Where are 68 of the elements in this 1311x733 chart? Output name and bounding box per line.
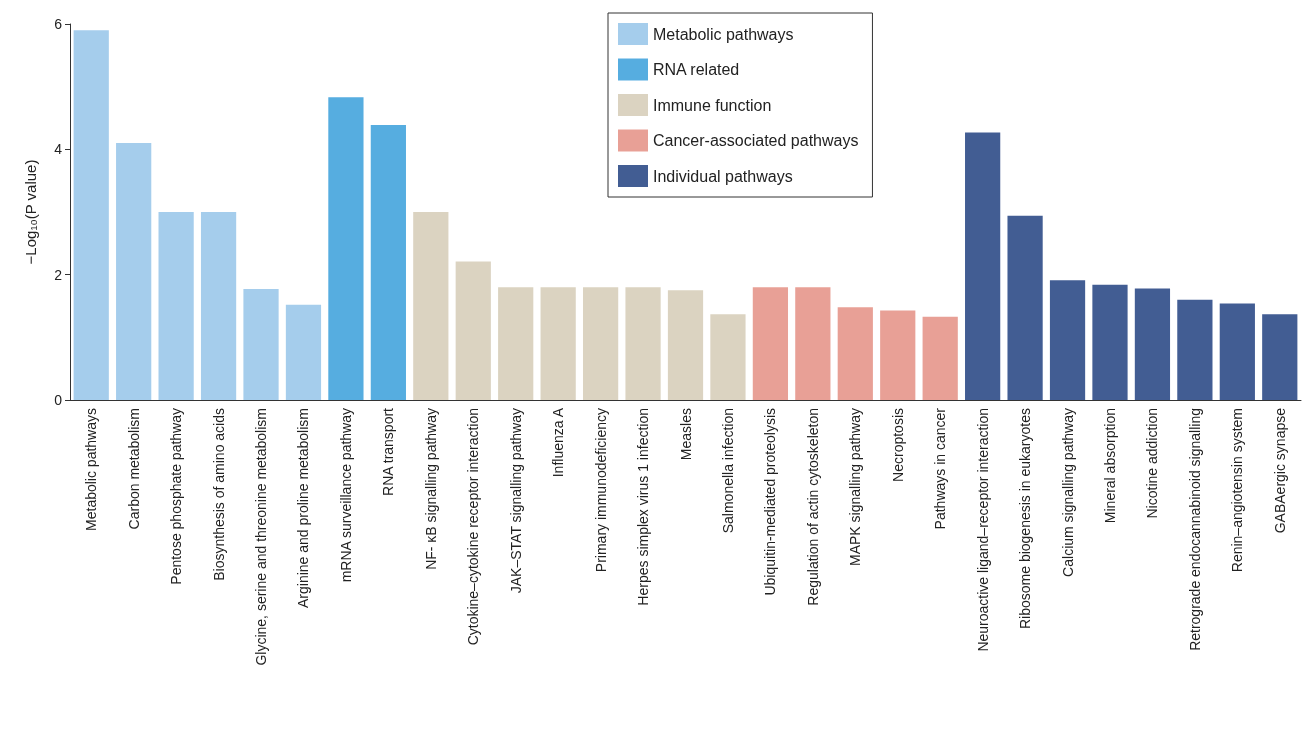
legend-label: Individual pathways xyxy=(653,167,793,185)
bar xyxy=(1007,215,1043,400)
x-tick-label: Measles xyxy=(677,408,694,461)
bar xyxy=(582,287,619,400)
y-axis-title: −Log₁₀(P value) xyxy=(22,159,39,265)
x-tick-label: Salmonella infection xyxy=(719,408,736,534)
bar xyxy=(795,287,831,400)
x-tick-label: Nicotine addiction xyxy=(1144,408,1161,519)
bar xyxy=(710,314,746,400)
bar xyxy=(73,30,109,400)
x-tick-label: Metabolic pathways xyxy=(83,408,100,531)
x-tick-label: Pathways in cancer xyxy=(932,407,949,530)
y-tick-label: 0 xyxy=(54,392,63,408)
x-tick-label: Mineral absorption xyxy=(1101,408,1118,524)
bar xyxy=(498,287,534,400)
bar xyxy=(158,212,194,400)
bar xyxy=(455,261,491,400)
x-tick-label: Necroptosis xyxy=(889,408,906,482)
bar xyxy=(1262,314,1298,400)
bar xyxy=(837,307,873,400)
legend-label: Metabolic pathways xyxy=(653,25,794,43)
y-tick-label: 2 xyxy=(54,266,63,283)
bar xyxy=(413,212,449,400)
bar xyxy=(1049,280,1086,400)
bar xyxy=(1134,288,1171,400)
legend-label: Immune function xyxy=(653,96,772,114)
bar xyxy=(1092,284,1128,400)
bar xyxy=(285,304,322,400)
x-tick-label: Primary immunodeficiency xyxy=(592,408,609,573)
x-tick-label: NF- κB signalling pathway xyxy=(422,408,439,570)
bar xyxy=(625,287,661,400)
x-tick-label: Glycine, serine and threonine metabolism xyxy=(253,408,270,666)
bar xyxy=(965,132,1001,400)
x-tick-label: Ribosome biogenesis in eukaryotes xyxy=(1017,408,1034,630)
x-tick-label: Renin–angiotensin system xyxy=(1229,408,1246,573)
x-tick-label: RNA transport xyxy=(380,407,397,496)
x-tick-label: Carbon metabolism xyxy=(125,408,142,530)
x-tick-label: MAPK signalling pathway xyxy=(847,408,864,566)
bar xyxy=(540,287,576,400)
x-tick-label: Influenza A xyxy=(550,407,567,478)
bar xyxy=(328,97,364,400)
bar xyxy=(922,316,958,400)
x-tick-label: Calcium signalling pathway xyxy=(1059,408,1076,577)
x-tick-label: Regulation of actin cytoskeleton xyxy=(804,408,821,606)
bar xyxy=(370,124,406,400)
bar xyxy=(1177,299,1213,400)
bar xyxy=(1219,303,1255,400)
x-tick-label: GABAergic synapse xyxy=(1271,407,1288,534)
bar xyxy=(200,212,237,400)
x-tick-label: Retrograde endocannabinoid signalling xyxy=(1186,408,1203,651)
x-tick-label: Cytokine–cytokine receptor interaction xyxy=(465,408,482,646)
y-tick-label: 6 xyxy=(54,16,63,32)
x-tick-label: Biosynthesis of amino acids xyxy=(210,408,227,581)
x-tick-label: Herpes simplex virus 1 infection xyxy=(635,408,652,606)
bar xyxy=(116,143,152,400)
x-tick-label: JAK–STAT signalling pathway xyxy=(507,408,524,594)
x-tick-label: Ubiquitin-mediated proteolysis xyxy=(762,408,779,596)
bar xyxy=(243,289,279,400)
bar xyxy=(880,310,916,400)
legend-label: Cancer-associated pathways xyxy=(653,132,859,149)
x-tick-label: mRNA surveillance pathway xyxy=(337,408,354,583)
x-tick-label: Neuroactive ligand–receptor interaction xyxy=(974,408,991,652)
x-tick-label: Pentose phosphate pathway xyxy=(168,408,185,585)
legend-label: RNA related xyxy=(653,61,740,78)
x-tick-label: Arginine and proline metabolism xyxy=(295,408,312,608)
bar xyxy=(752,287,789,400)
bar xyxy=(667,290,704,400)
y-tick-label: 4 xyxy=(54,141,63,158)
